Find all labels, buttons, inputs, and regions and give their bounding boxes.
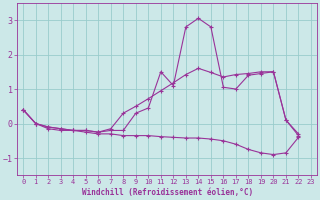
X-axis label: Windchill (Refroidissement éolien,°C): Windchill (Refroidissement éolien,°C) — [82, 188, 253, 197]
